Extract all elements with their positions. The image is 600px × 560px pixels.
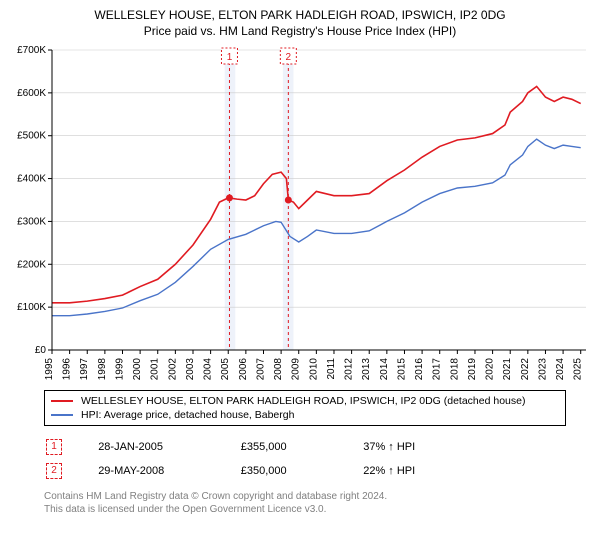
price-chart: £0 £100K £200K £300K £400K £500K £600K £700K 199… xyxy=(8,44,592,384)
svg-text:2022: 2022 xyxy=(520,358,531,381)
svg-text:2001: 2001 xyxy=(150,358,161,381)
marker-pct: 37% ↑ HPI xyxy=(363,436,564,458)
chart-title-line1: WELLESLEY HOUSE, ELTON PARK HADLEIGH ROA… xyxy=(8,8,592,22)
svg-text:2006: 2006 xyxy=(238,358,249,381)
svg-text:2007: 2007 xyxy=(255,358,266,381)
svg-text:1999: 1999 xyxy=(114,358,125,381)
chart-svg: £0 £100K £200K £300K £400K £500K £600K £700K 199… xyxy=(8,44,592,384)
svg-text:1995: 1995 xyxy=(44,358,55,381)
marker-price: £350,000 xyxy=(241,460,361,482)
svg-text:2020: 2020 xyxy=(485,358,496,381)
svg-text:2021: 2021 xyxy=(502,358,513,381)
svg-text:2011: 2011 xyxy=(326,358,337,380)
svg-text:2005: 2005 xyxy=(220,358,231,381)
svg-text:£200K: £200K xyxy=(17,259,46,270)
svg-text:1: 1 xyxy=(227,52,233,63)
svg-text:2000: 2000 xyxy=(132,358,143,381)
svg-text:2023: 2023 xyxy=(537,358,548,381)
svg-text:2017: 2017 xyxy=(432,358,443,381)
svg-text:1996: 1996 xyxy=(62,358,73,381)
svg-text:2009: 2009 xyxy=(291,358,302,381)
table-row: 2 29-MAY-2008 £350,000 22% ↑ HPI xyxy=(46,460,564,482)
marker-price: £355,000 xyxy=(241,436,361,458)
svg-text:£400K: £400K xyxy=(17,174,46,185)
marker-date: 29-MAY-2008 xyxy=(98,460,239,482)
svg-text:2004: 2004 xyxy=(203,358,214,381)
marker-pct: 22% ↑ HPI xyxy=(363,460,564,482)
svg-text:2: 2 xyxy=(286,52,292,63)
svg-text:2014: 2014 xyxy=(379,358,390,381)
svg-text:2025: 2025 xyxy=(573,358,584,381)
legend-label: HPI: Average price, detached house, Babe… xyxy=(81,409,294,421)
svg-text:2010: 2010 xyxy=(308,358,319,381)
markers-table: 1 28-JAN-2005 £355,000 37% ↑ HPI 2 29-MA… xyxy=(44,434,566,484)
svg-text:2018: 2018 xyxy=(449,358,460,381)
table-row: 1 28-JAN-2005 £355,000 37% ↑ HPI xyxy=(46,436,564,458)
legend-row: WELLESLEY HOUSE, ELTON PARK HADLEIGH ROA… xyxy=(51,394,559,408)
legend-swatch xyxy=(51,414,73,416)
svg-text:2002: 2002 xyxy=(167,358,178,381)
svg-text:£300K: £300K xyxy=(17,216,46,227)
svg-text:2019: 2019 xyxy=(467,358,478,381)
svg-text:1997: 1997 xyxy=(79,358,90,381)
svg-text:£100K: £100K xyxy=(17,302,46,313)
svg-text:2015: 2015 xyxy=(396,358,407,381)
svg-text:£600K: £600K xyxy=(17,88,46,99)
svg-text:2024: 2024 xyxy=(555,358,566,381)
chart-title-line2: Price paid vs. HM Land Registry's House … xyxy=(8,24,592,38)
legend-label: WELLESLEY HOUSE, ELTON PARK HADLEIGH ROA… xyxy=(81,395,525,407)
legend-row: HPI: Average price, detached house, Babe… xyxy=(51,408,559,422)
legend: WELLESLEY HOUSE, ELTON PARK HADLEIGH ROA… xyxy=(44,390,566,426)
svg-text:2013: 2013 xyxy=(361,358,372,381)
svg-text:1998: 1998 xyxy=(97,358,108,381)
svg-text:£700K: £700K xyxy=(17,45,46,56)
marker-badge: 1 xyxy=(46,439,62,455)
marker-date: 28-JAN-2005 xyxy=(98,436,239,458)
svg-text:2003: 2003 xyxy=(185,358,196,381)
attribution-line: This data is licensed under the Open Gov… xyxy=(44,503,592,516)
legend-swatch xyxy=(51,400,73,402)
marker-badge: 2 xyxy=(46,463,62,479)
attribution-line: Contains HM Land Registry data © Crown c… xyxy=(44,490,592,503)
svg-text:2016: 2016 xyxy=(414,358,425,381)
svg-text:£500K: £500K xyxy=(17,131,46,142)
svg-text:£0: £0 xyxy=(35,345,47,356)
attribution: Contains HM Land Registry data © Crown c… xyxy=(44,490,592,516)
svg-text:2008: 2008 xyxy=(273,358,284,381)
svg-text:2012: 2012 xyxy=(344,358,355,381)
